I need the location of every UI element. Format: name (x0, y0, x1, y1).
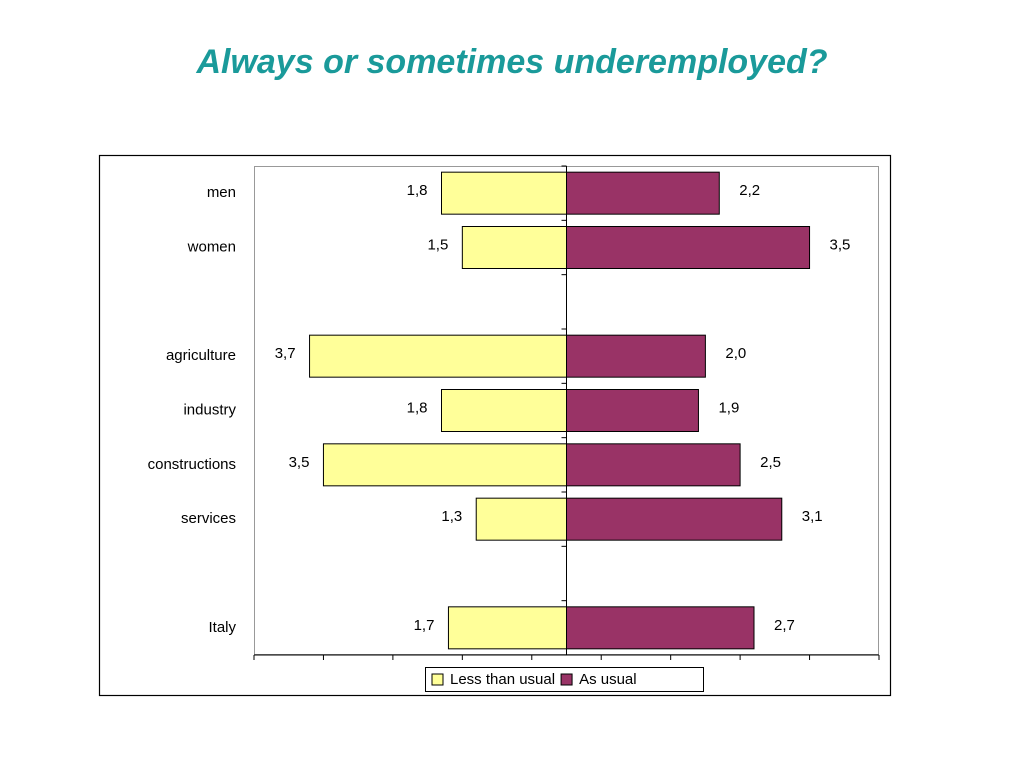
value-label: 1,5 (427, 236, 448, 253)
bar (441, 389, 567, 432)
bar (309, 334, 567, 378)
y-tick-label: constructions (148, 456, 236, 473)
value-label: 3,5 (830, 236, 851, 253)
value-label: 2,0 (725, 345, 746, 362)
bar (447, 606, 568, 650)
bar (441, 171, 567, 215)
value-label: 1,9 (718, 399, 739, 416)
y-tick-label: women (187, 238, 236, 255)
y-tick-label: Italy (208, 619, 236, 636)
value-label: 1,8 (407, 182, 428, 199)
bar (566, 389, 699, 432)
value-label: 3,7 (275, 345, 296, 362)
bar (566, 334, 706, 378)
chart-title: Always or sometimes underemployed? (195, 43, 827, 81)
legend-label: Less than usual (450, 671, 555, 688)
bar (566, 171, 720, 215)
bar (461, 226, 568, 269)
value-label: 2,7 (774, 617, 795, 634)
value-label: 2,5 (760, 454, 781, 471)
y-tick-label: agriculture (166, 347, 236, 364)
value-label: 1,8 (407, 399, 428, 416)
legend-label: As usual (579, 671, 637, 688)
bar (566, 606, 755, 650)
value-label: 1,7 (414, 617, 435, 634)
bar (475, 497, 568, 541)
legend-swatch (560, 673, 573, 686)
y-tick-label: industry (183, 401, 236, 418)
y-tick-label: services (181, 510, 236, 527)
value-label: 1,3 (441, 508, 462, 525)
value-label: 3,5 (289, 454, 310, 471)
bar (566, 497, 783, 541)
bar (566, 226, 811, 269)
value-label: 2,2 (739, 182, 760, 199)
y-tick-label: men (207, 184, 236, 201)
value-label: 3,1 (802, 508, 823, 525)
bar (566, 443, 741, 487)
bar (322, 443, 568, 487)
legend-swatch (431, 673, 444, 686)
